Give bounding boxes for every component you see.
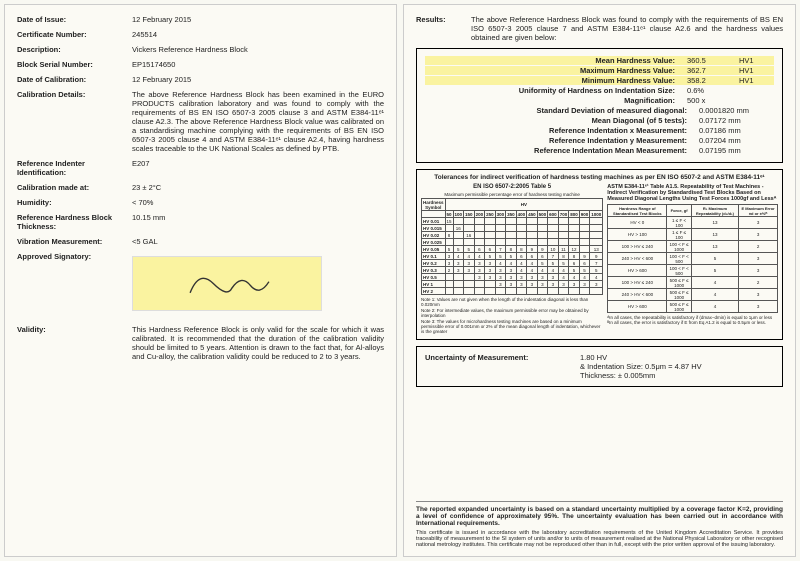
tol-right-table: Hardness Range of Standardised Test Bloc… <box>607 204 778 313</box>
max-label: Maximum Hardness Value: <box>425 66 675 75</box>
unif-label: Uniformity of Hardness on Indentation Si… <box>425 86 675 95</box>
mdiag-label: Mean Diagonal (of 5 tests): <box>425 116 687 125</box>
refm-val: 0.07195 mm <box>699 146 774 155</box>
refx-label: Reference Indentation x Measurement: <box>425 126 687 135</box>
indenter: E207 <box>132 159 384 177</box>
unc-label: Uncertainty of Measurement: <box>425 353 580 380</box>
refy-val: 0.07204 mm <box>699 136 774 145</box>
tol-right-col: ASTM E384-11ᵉ¹ Table A1.5. Repeatability… <box>607 184 778 335</box>
max-val: 362.7 <box>687 66 727 75</box>
refy-label: Reference Indentation y Measurement: <box>425 136 687 145</box>
vib-label: Vibration Measurement: <box>17 237 132 246</box>
tol-left-col: EN ISO 6507-2:2005 Table 5 Maximum permi… <box>421 184 603 335</box>
right-page: Results: The above Reference Hardness Bl… <box>403 4 796 557</box>
indenter-label: Reference Indenter Identification: <box>17 159 132 177</box>
cert-num: 245514 <box>132 30 384 39</box>
date-cal-label: Date of Calibration: <box>17 75 132 84</box>
footer-bold: The reported expanded uncertainty is bas… <box>416 506 783 527</box>
results-box: Mean Hardness Value: 360.5 HV1 Maximum Har… <box>416 48 783 163</box>
tol-right-head: ASTM E384-11ᵉ¹ Table A1.5. Repeatability… <box>607 184 778 202</box>
mdiag-val: 0.07172 mm <box>699 116 774 125</box>
tol-left-sub: Maximum permissible percentage error of … <box>421 192 603 197</box>
thick: 10.15 mm <box>132 213 384 231</box>
cert-num-label: Certificate Number: <box>17 30 132 39</box>
validity-label: Validity: <box>17 325 132 361</box>
desc-label: Description: <box>17 45 132 54</box>
sig-label: Approved Signatory: <box>17 252 132 319</box>
tol-left-table: Hardness SymbolHV50100150200250300350400… <box>421 198 603 295</box>
unc-indent: & Indentation Size: 0.5μm = 4.87 HV <box>580 362 702 371</box>
min-label: Minimum Hardness Value: <box>425 76 675 85</box>
date-issue: 12 February 2015 <box>132 15 384 24</box>
date-issue-label: Date of Issue: <box>17 15 132 24</box>
min-unit: HV1 <box>739 76 774 85</box>
signature-box <box>132 256 322 311</box>
humidity-label: Humidity: <box>17 198 132 207</box>
tol-note3: Note 3: The values for microhardness tes… <box>421 319 603 335</box>
mean-unit: HV1 <box>739 56 774 65</box>
tol-note2: Note 2: For intermediate values, the max… <box>421 308 603 319</box>
refx-val: 0.07186 mm <box>699 126 774 135</box>
tolerance-box: Tolerances for indirect verification of … <box>416 169 783 340</box>
refm-label: Reference Indentation Mean Measurement: <box>425 146 687 155</box>
mean-val: 360.5 <box>687 56 727 65</box>
sd-val: 0.0001820 mm <box>699 106 774 115</box>
vib: <5 GAL <box>132 237 384 246</box>
tol-left-head: EN ISO 6507-2:2005 Table 5 <box>421 184 603 190</box>
results-intro: The above Reference Hardness Block was f… <box>471 15 783 42</box>
results-label: Results: <box>416 15 471 42</box>
unif-val: 0.6% <box>687 86 727 95</box>
uncertainty-box: Uncertainty of Measurement: 1.80 HV & In… <box>416 346 783 387</box>
cal-details: The above Reference Hardness Block has b… <box>132 90 384 153</box>
humidity: < 70% <box>132 198 384 207</box>
tol-title: Tolerances for indirect verification of … <box>421 174 778 181</box>
desc: Vickers Reference Hardness Block <box>132 45 384 54</box>
unc-hv: 1.80 HV <box>580 353 702 362</box>
footer-small: This certificate is issued in accordance… <box>416 530 783 548</box>
tol-noteB: ᴮIn all cases, the error is satisfactory… <box>607 320 778 325</box>
signature-icon <box>152 265 302 302</box>
date-cal: 12 February 2015 <box>132 75 384 84</box>
thick-label: Reference Hardness Block Thickness: <box>17 213 132 231</box>
max-unit: HV1 <box>739 66 774 75</box>
tol-note1: Note 1: Values are not given when the le… <box>421 297 603 308</box>
serial: EP15174650 <box>132 60 384 69</box>
left-page: Date of Issue:12 February 2015 Certifica… <box>4 4 397 557</box>
cal-at-label: Calibration made at: <box>17 183 132 192</box>
mag-val: 500 x <box>687 96 727 105</box>
unc-thick: Thickness: ± 0.005mm <box>580 371 702 380</box>
cal-details-label: Calibration Details: <box>17 90 132 153</box>
mag-label: Magnification: <box>425 96 675 105</box>
validity: This Hardness Reference Block is only va… <box>132 325 384 361</box>
cal-at: 23 ± 2°C <box>132 183 384 192</box>
mean-label: Mean Hardness Value: <box>425 56 675 65</box>
min-val: 358.2 <box>687 76 727 85</box>
serial-label: Block Serial Number: <box>17 60 132 69</box>
sd-label: Standard Deviation of measured diagonal: <box>425 106 687 115</box>
footer: The reported expanded uncertainty is bas… <box>416 497 783 548</box>
